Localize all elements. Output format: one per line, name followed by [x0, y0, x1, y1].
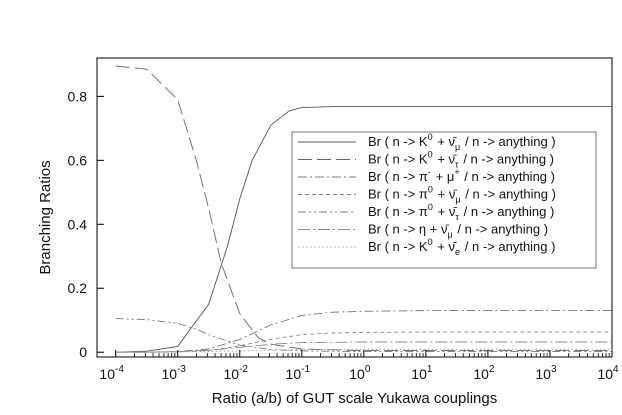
y-tick-label: 0.4: [68, 216, 88, 232]
x-tick-label: 100: [349, 364, 371, 382]
x-axis-title: Ratio (a/b) of GUT scale Yukawa coupling…: [212, 390, 497, 407]
y-axis-title: Branching Ratios: [37, 160, 54, 274]
series-line-4: [115, 331, 612, 353]
legend-label-6: Br ( n -> η + ν̄μ / n -> anything ): [368, 222, 548, 240]
x-tick-label: 10-2: [224, 364, 249, 382]
legend-label-3: Br ( n -> π- + μ+ / n -> anything ): [368, 167, 555, 184]
legend: Br ( n -> K0 + ν̄μ / n -> anything )Br (…: [291, 131, 597, 269]
legend-label-1: Br ( n -> K0 + ν̄μ / n -> anything ): [368, 132, 556, 152]
legend-label-4: Br ( n -> π0 + ν̄μ / n -> anything ): [368, 185, 556, 205]
legend-label-5: Br ( n -> π0 + ν̄τ / n -> anything ): [368, 202, 554, 222]
y-tick-label: 0.8: [68, 88, 88, 104]
legend-label-7: Br ( n -> K0 + ν̄e / n -> anything ): [368, 237, 555, 257]
series-line-3: [115, 310, 612, 353]
x-tick-label: 10-1: [286, 364, 311, 382]
series-line-7: [115, 348, 612, 353]
x-axis: 10-4 10-3 10-2 10-1 100 101 102 103 104: [99, 350, 619, 382]
legend-box: [291, 131, 597, 269]
x-tick-label: 104: [597, 364, 619, 382]
y-axis: 0 0.2 0.4 0.6 0.8: [68, 88, 104, 360]
x-tick-label: 101: [411, 364, 433, 382]
series-layer: [115, 65, 612, 353]
series-line-2: [115, 65, 612, 352]
x-tick-label: 102: [473, 364, 495, 382]
y-tick-label: 0: [79, 344, 87, 360]
x-tick-label: 10-4: [99, 364, 124, 382]
y-tick-label: 0.2: [68, 280, 88, 296]
legend-label-2: Br ( n -> K0 + ν̄τ / n -> anything ): [368, 150, 554, 170]
y-tick-label: 0.6: [68, 152, 88, 168]
x-tick-label: 103: [535, 364, 557, 382]
x-tick-label: 10-3: [161, 364, 186, 382]
series-line-1: [115, 106, 612, 353]
series-line-5: [115, 318, 612, 353]
